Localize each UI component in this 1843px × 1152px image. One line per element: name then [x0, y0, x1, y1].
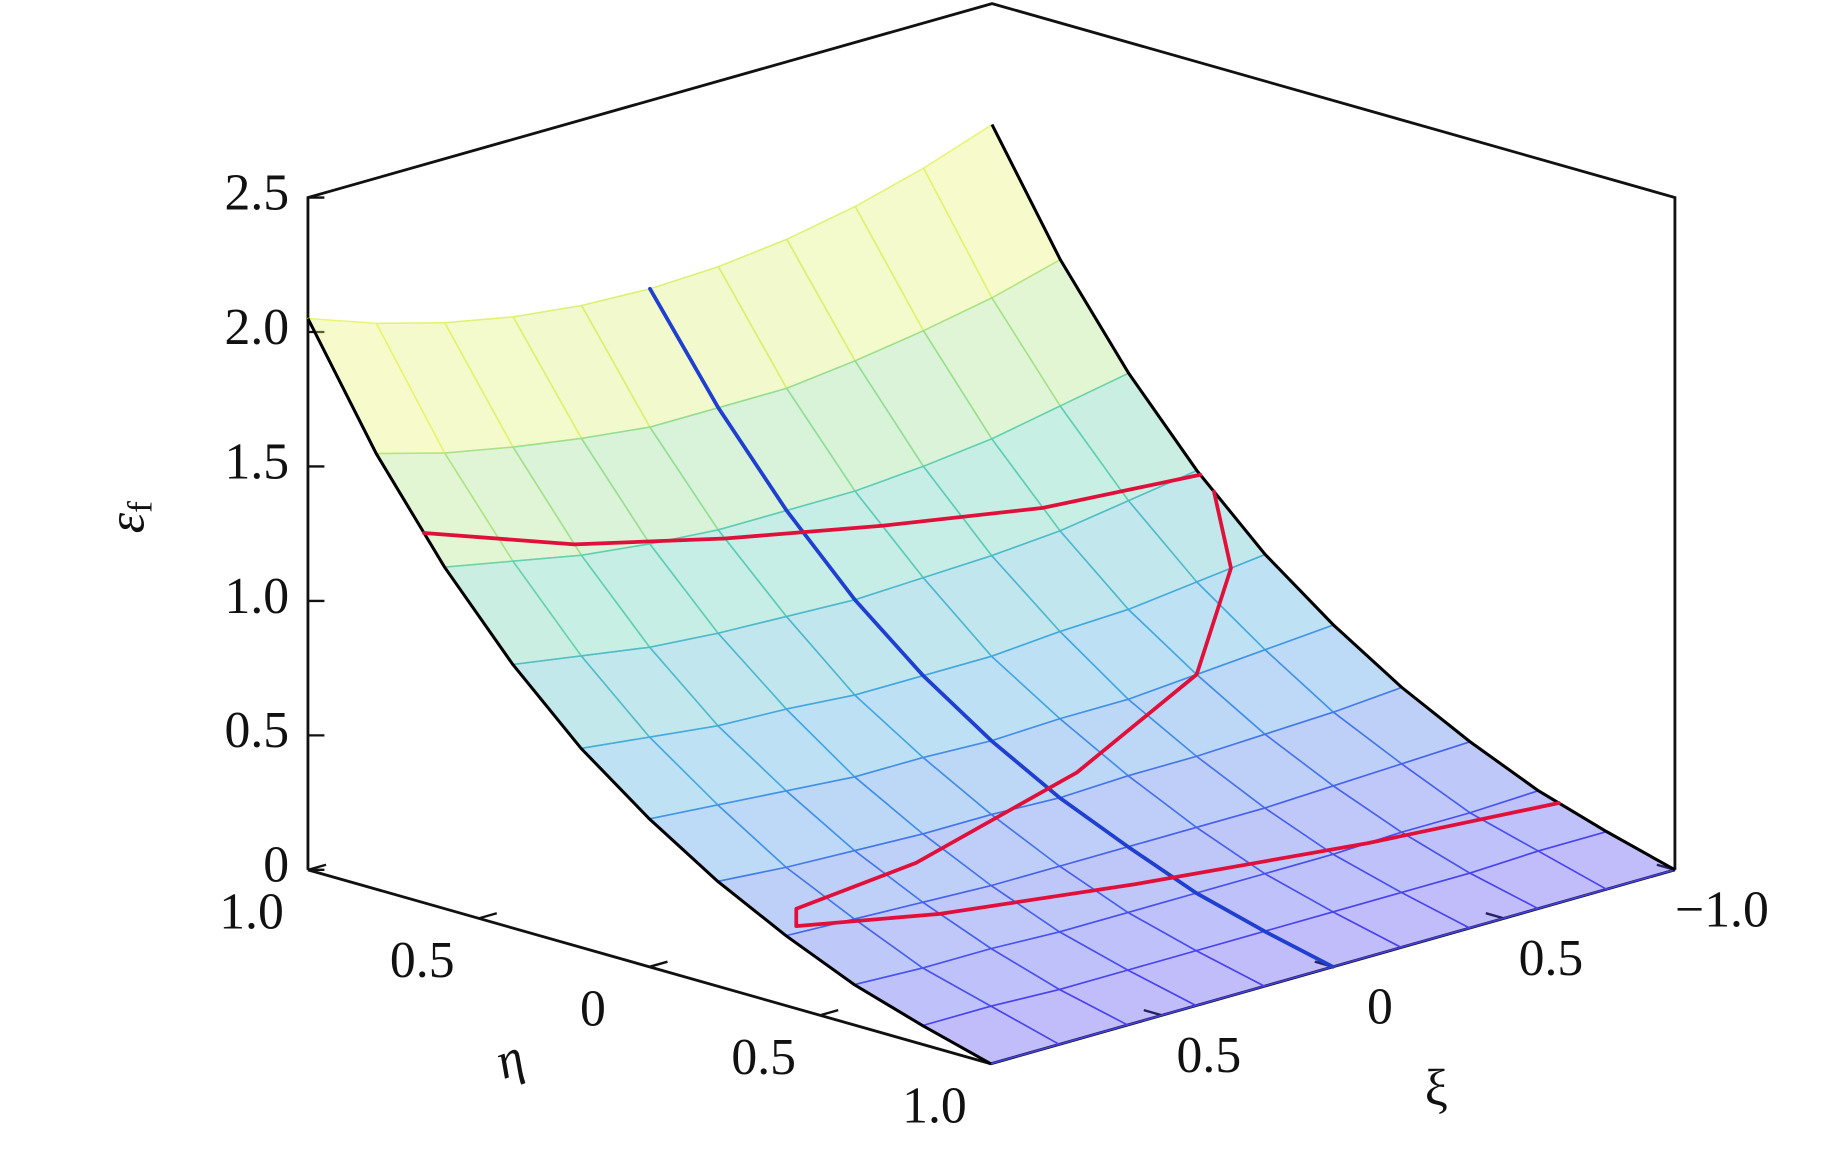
y-tick-label: −1.0	[1675, 881, 1769, 938]
x-tick	[819, 1009, 839, 1017]
surface-curve	[648, 286, 1335, 969]
x-tick-label: 1.0	[219, 884, 284, 941]
x-tick-label: 0	[580, 981, 606, 1038]
y-tick-label: 0.5	[1177, 1027, 1242, 1084]
y-axis-title: ξ	[1425, 1060, 1448, 1117]
overlay	[306, 123, 1676, 1066]
surface	[307, 123, 1676, 1065]
box-back	[306, 2, 1677, 870]
surface-curve	[794, 489, 1561, 929]
x-tick	[478, 912, 498, 920]
z-tick-label: 0.5	[225, 702, 290, 759]
x-axis-title: η	[488, 1028, 532, 1090]
z-tick-label: 1.5	[225, 433, 290, 490]
z-tick-label: 2.0	[225, 299, 290, 356]
z-tick-label: 0	[263, 837, 289, 894]
surface-edge	[990, 123, 1676, 872]
y-tick	[1485, 912, 1505, 920]
z-axis-title-sub: f	[120, 501, 159, 513]
z-axis-title: εf	[99, 501, 160, 533]
x-tick	[649, 960, 668, 968]
surface-curve	[422, 472, 1203, 547]
y-tick	[1143, 1009, 1163, 1017]
y-tick-label: 0	[1367, 978, 1393, 1035]
x-tick	[307, 863, 327, 871]
z-axis-title-main: ε	[99, 512, 156, 533]
x-tick-label: 0.5	[390, 932, 455, 989]
axes-frame: 0 0.5 1.0 1.5 2.0 2.5 1.0 0.5 0 0.5 1.0 −1.0 0.5 0 0.5	[219, 2, 1769, 1135]
y-tick-label: 0.5	[1519, 930, 1584, 987]
z-tick-label: 2.5	[225, 164, 290, 221]
surface-edge	[306, 317, 992, 1066]
x-tick-label: 1.0	[902, 1078, 967, 1135]
z-tick-label: 1.0	[225, 568, 290, 625]
x-tick-label: 0.5	[731, 1029, 796, 1086]
